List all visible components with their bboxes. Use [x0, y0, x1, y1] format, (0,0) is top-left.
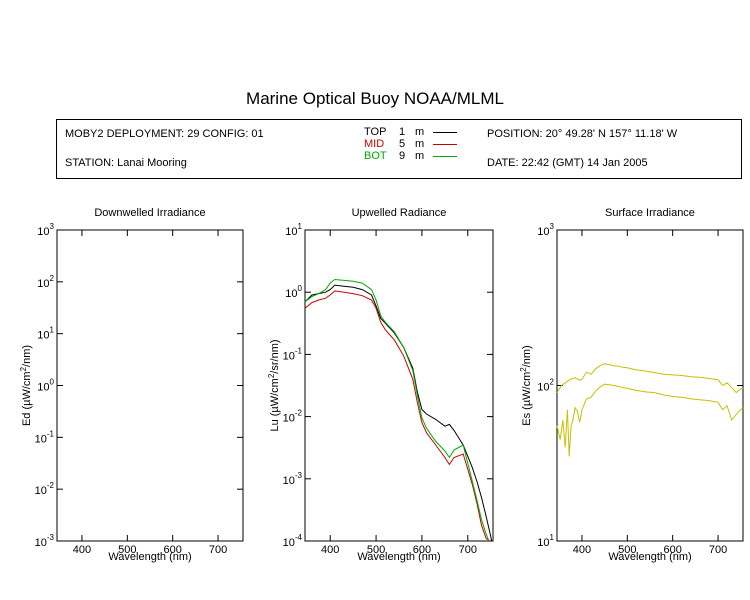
upwelled-radiance-xlabel: Wavelength (nm) [357, 551, 440, 563]
date-text: DATE: 22:42 (GMT) 14 Jan 2005 [487, 157, 648, 169]
legend-top-depth: 1 [399, 126, 406, 138]
legend-mid-line [433, 144, 457, 145]
surface-irradiance-xtick-label: 600 [664, 544, 682, 556]
upwelled-radiance-xtick-label: 600 [413, 544, 431, 556]
surface-irradiance-title: Surface Irradiance [605, 207, 695, 219]
deployment-text: MOBY2 DEPLOYMENT: 29 CONFIG: 01 [65, 128, 264, 140]
position-text: POSITION: 20° 49.28' N 157° 11.18' W [487, 128, 678, 140]
downwelled-irradiance-ytick-label: 10-2 [35, 481, 55, 497]
downwelled-irradiance-title: Downwelled Irradiance [94, 207, 205, 219]
downwelled-irradiance-ylabel: Ed (µW/cm2/nm) [19, 345, 34, 426]
downwelled-irradiance-ytick-label: 100 [37, 378, 54, 394]
downwelled-irradiance-ytick-label: 10-3 [35, 533, 55, 549]
legend-bot-unit: m [415, 150, 425, 162]
surface-irradiance-xtick-label: 500 [618, 544, 636, 556]
downwelled-irradiance-ytick-label: 101 [37, 326, 54, 342]
legend-mid-depth: 5 [399, 138, 406, 150]
upwelled-radiance-title: Upwelled Radiance [352, 207, 447, 219]
upwelled-radiance-ytick-label: 10-1 [283, 346, 303, 362]
downwelled-irradiance-xlabel: Wavelength (nm) [108, 551, 191, 563]
surface-irradiance-series-0 [556, 363, 744, 394]
surface-irradiance-xlabel: Wavelength (nm) [608, 551, 691, 563]
downwelled-irradiance-ytick-label: 10-1 [35, 429, 55, 445]
legend-bot-depth: 9 [399, 150, 406, 162]
downwelled-irradiance-ytick-label: 102 [37, 274, 54, 290]
downwelled-irradiance-xtick-label: 400 [73, 544, 91, 556]
surface-irradiance-xtick-label: 700 [709, 544, 727, 556]
legend-mid-name: MID [364, 138, 385, 150]
surface-irradiance-ytick-label: 101 [537, 533, 554, 549]
downwelled-irradiance-frame [56, 229, 244, 542]
station-text: STATION: Lanai Mooring [65, 157, 187, 169]
surface-irradiance-ytick-label: 103 [537, 222, 554, 238]
legend-bot-line [433, 156, 457, 157]
legend-top-name: TOP [364, 126, 387, 138]
upwelled-radiance-ytick-label: 101 [285, 222, 302, 238]
info-box: MOBY2 DEPLOYMENT: 29 CONFIG: 01 STATION:… [56, 119, 742, 179]
surface-irradiance-ylabel: Es (µW/cm2/nm) [519, 345, 534, 425]
downwelled-irradiance-xtick-label: 700 [209, 544, 227, 556]
legend-top-unit: m [415, 126, 425, 138]
downwelled-irradiance-xtick-label: 600 [164, 544, 182, 556]
downwelled-irradiance-ytick-label: 103 [37, 222, 54, 238]
upwelled-radiance-xtick-label: 500 [367, 544, 385, 556]
page-title: Marine Optical Buoy NOAA/MLML [246, 89, 504, 108]
upwelled-radiance-series-top [304, 284, 493, 542]
legend-mid-unit: m [415, 138, 425, 150]
upwelled-radiance-ylabel: Lu (µW/cm2/sr/nm) [267, 339, 282, 431]
surface-irradiance-frame [556, 229, 744, 542]
surface-irradiance-xtick-label: 400 [573, 544, 591, 556]
surface-irradiance-ytick-label: 102 [537, 378, 554, 394]
upwelled-radiance-series-bot [304, 278, 490, 542]
upwelled-radiance-xtick-label: 700 [459, 544, 477, 556]
upwelled-radiance-ytick-label: 10-2 [283, 409, 303, 425]
surface-irradiance-series-1 [556, 383, 744, 457]
upwelled-radiance-ytick-label: 100 [285, 284, 302, 300]
upwelled-radiance-ytick-label: 10-3 [283, 471, 303, 487]
upwelled-radiance-frame [304, 229, 494, 542]
legend-top-line [433, 132, 457, 133]
upwelled-radiance-series-mid [304, 290, 491, 542]
upwelled-radiance-ytick-label: 10-4 [283, 533, 303, 549]
downwelled-irradiance-xtick-label: 500 [118, 544, 136, 556]
legend-bot-name: BOT [364, 150, 387, 162]
upwelled-radiance-xtick-label: 400 [321, 544, 339, 556]
